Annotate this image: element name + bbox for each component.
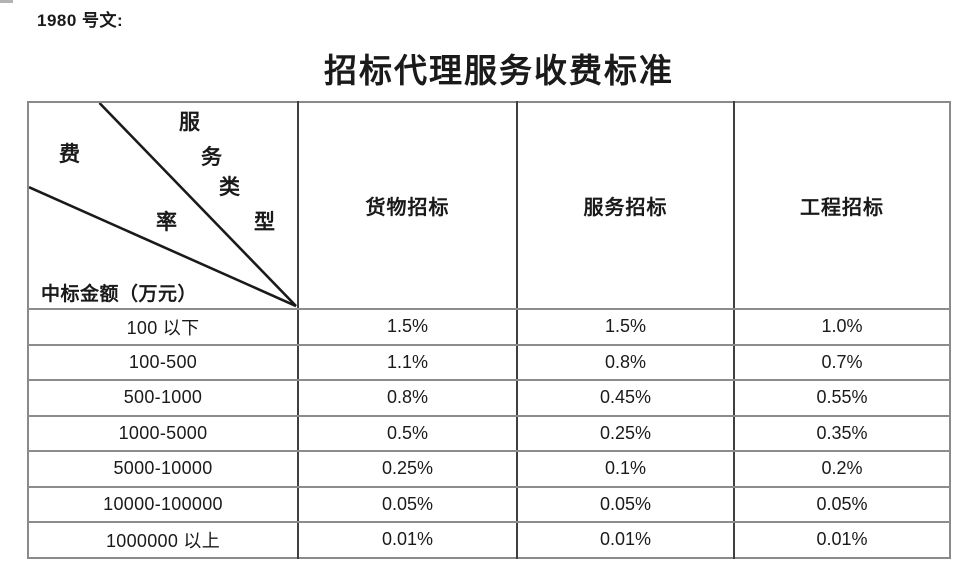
fee-cell: 0.55% xyxy=(734,380,950,417)
bid-amount-axis-label: 中标金额（万元） xyxy=(41,284,198,305)
column-header-engineering: 工程招标 xyxy=(734,102,950,310)
table-row: 100 以下 1.5% 1.5% 1.0% xyxy=(28,309,950,346)
table-row: 1000000 以上 0.01% 0.01% 0.01% xyxy=(28,522,950,558)
fee-cell: 0.01% xyxy=(517,522,735,558)
fee-cell: 1.1% xyxy=(298,344,518,381)
scan-edge-mark xyxy=(0,0,13,3)
column-header-service: 服务招标 xyxy=(517,102,735,310)
column-header-goods: 货物招标 xyxy=(298,102,518,310)
fee-cell: 0.45% xyxy=(517,380,735,417)
fee-rate-char: 率 xyxy=(156,210,177,234)
fee-cell: 0.05% xyxy=(734,486,950,523)
fee-cell: 0.1% xyxy=(517,451,735,488)
fee-cell: 0.2% xyxy=(734,451,950,488)
service-type-char: 服 xyxy=(179,110,200,134)
row-label: 10000-100000 xyxy=(28,486,299,523)
service-type-char: 务 xyxy=(201,145,222,169)
row-label: 100 以下 xyxy=(28,309,299,346)
fee-cell: 0.8% xyxy=(298,380,518,417)
fee-cell: 1.5% xyxy=(517,309,735,346)
fee-cell: 0.05% xyxy=(517,486,735,523)
fee-cell: 0.01% xyxy=(298,522,518,558)
fee-table: 服 务 类 型 费 率 中标金额（万元） 货物招标 服务招标 工程招标 100 … xyxy=(27,101,951,559)
row-label: 500-1000 xyxy=(28,380,299,417)
table-row: 100-500 1.1% 0.8% 0.7% xyxy=(28,344,950,381)
corner-cell: 服 务 类 型 费 率 中标金额（万元） xyxy=(28,102,299,310)
fee-cell: 1.0% xyxy=(734,309,950,346)
table-row: 10000-100000 0.05% 0.05% 0.05% xyxy=(28,486,950,523)
page-title: 招标代理服务收费标准 xyxy=(324,54,674,90)
fee-cell: 0.25% xyxy=(298,451,518,488)
fee-cell: 0.7% xyxy=(734,344,950,381)
table-row: 5000-10000 0.25% 0.1% 0.2% xyxy=(28,451,950,488)
diagonal-divider-lines xyxy=(29,103,296,307)
fee-cell: 0.01% xyxy=(816,529,868,550)
fee-rate-char: 费 xyxy=(59,142,80,166)
header-row: 服 务 类 型 费 率 中标金额（万元） 货物招标 服务招标 工程招标 xyxy=(28,102,950,310)
doc-number: 1980 号文: xyxy=(37,11,124,30)
row-label: 100-500 xyxy=(28,344,299,381)
table-row: 1000-5000 0.5% 0.25% 0.35% xyxy=(28,415,950,452)
row-label: 1000000 以上 xyxy=(28,522,299,558)
row-label: 5000-10000 xyxy=(28,451,299,488)
row-label: 1000-5000 xyxy=(28,415,299,452)
fee-cell: 1.5% xyxy=(298,309,518,346)
fee-cell: 0.5% xyxy=(298,415,518,452)
service-type-char: 类 xyxy=(219,175,240,199)
table-row: 500-1000 0.8% 0.45% 0.55% xyxy=(28,380,950,417)
fee-cell: 0.05% xyxy=(298,486,518,523)
service-type-char: 型 xyxy=(254,210,275,234)
fee-cell: 0.25% xyxy=(517,415,735,452)
fee-cell: 0.35% xyxy=(734,415,950,452)
fee-cell: 0.8% xyxy=(517,344,735,381)
